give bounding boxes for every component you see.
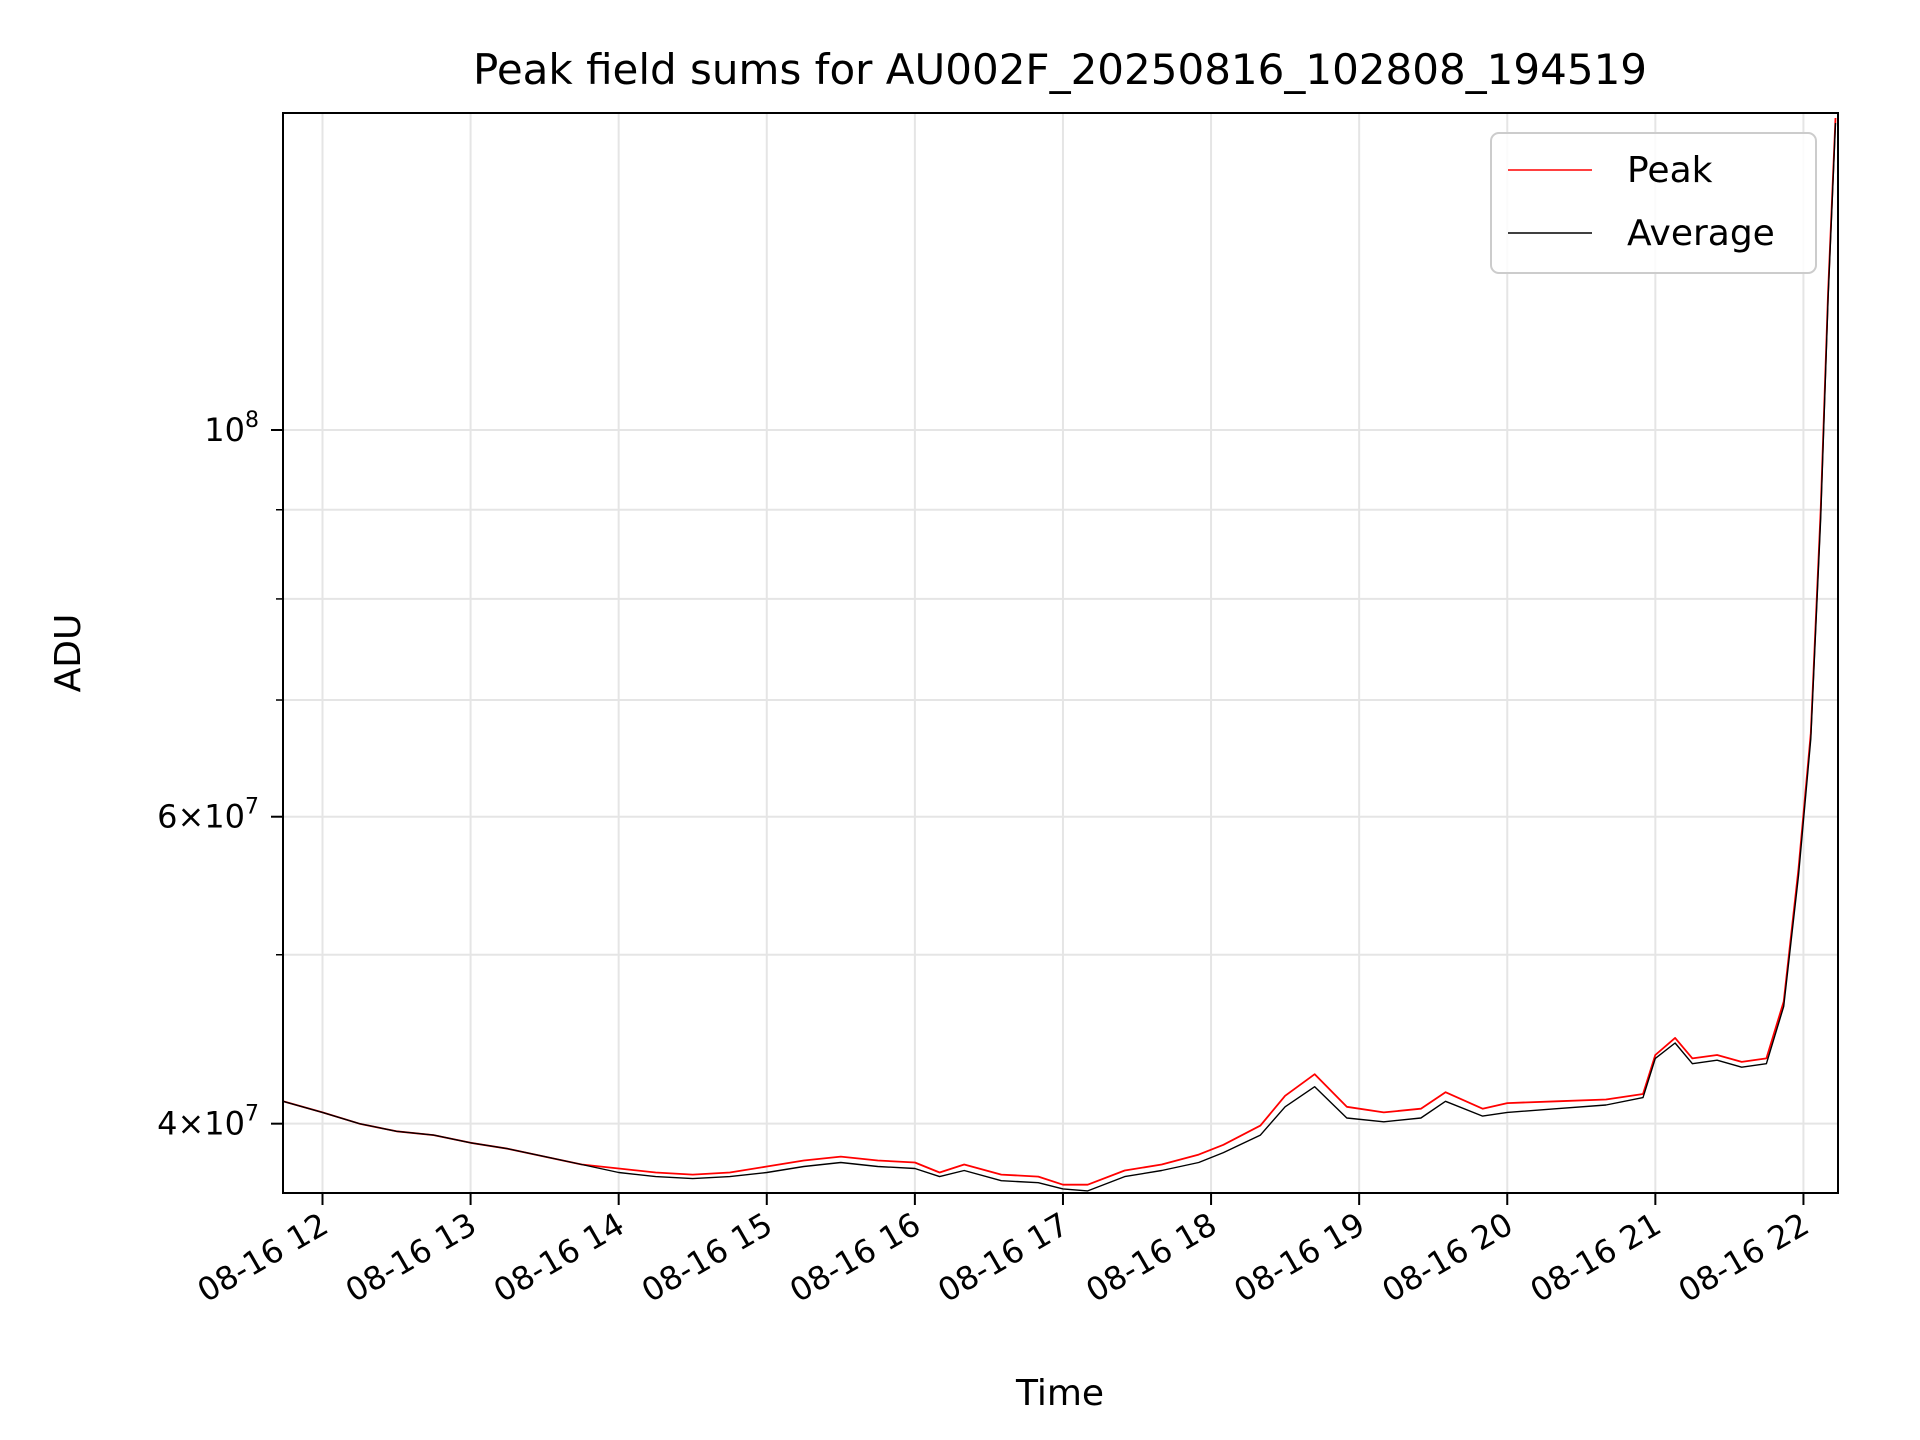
- x-axis-label: Time: [1015, 1373, 1104, 1414]
- y-tick-label: 108: [204, 408, 259, 449]
- y-tick-label: 4×107: [157, 1102, 259, 1143]
- series-layer: [282, 117, 1837, 1192]
- y-axis-label: ADU: [48, 614, 89, 693]
- legend-label-peak: Peak: [1627, 150, 1713, 191]
- legend-box: [1490, 132, 1817, 274]
- grid: [283, 113, 1838, 1193]
- series-line-average: [282, 122, 1837, 1192]
- y-tick-label: 6×107: [157, 795, 259, 836]
- chart-title: Peak field sums for AU002F_20250816_1028…: [473, 45, 1647, 94]
- legend-label-average: Average: [1627, 213, 1775, 254]
- legend: Peak Average: [1490, 132, 1817, 274]
- plot-frame: [282, 112, 1839, 1194]
- series-line-peak: [282, 117, 1837, 1186]
